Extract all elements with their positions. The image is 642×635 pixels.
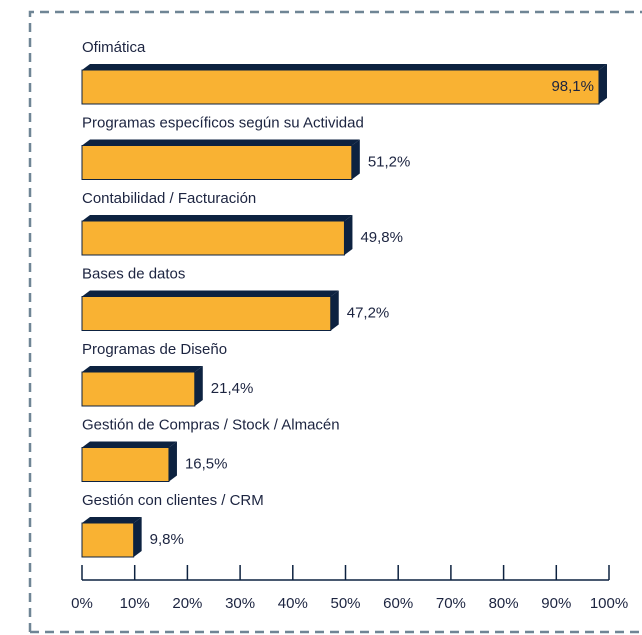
bar (81, 447, 170, 482)
x-tick-label: 100% (590, 595, 628, 612)
category-label: Programas específicos según su Actividad (82, 114, 364, 131)
bar-top (82, 517, 142, 523)
bar-top (82, 215, 353, 221)
bar-top (82, 290, 339, 297)
bar (81, 371, 196, 407)
category-label: Programas de Diseño (82, 341, 227, 358)
category-label: Ofimática (82, 39, 146, 56)
bar (81, 145, 353, 180)
value-label: 51,2% (368, 153, 411, 170)
x-tick-label: 90% (541, 595, 571, 612)
category-label: Bases de datos (82, 265, 185, 282)
bar-side (194, 366, 203, 406)
x-tick-label: 0% (71, 595, 93, 612)
category-label: Gestión de Compras / Stock / Almacén (82, 416, 340, 433)
bar-side (344, 215, 353, 255)
value-label: 16,5% (185, 455, 228, 472)
bar (81, 220, 345, 256)
frame (28, 10, 642, 632)
bar-top (82, 64, 607, 70)
value-label: 9,8% (150, 531, 184, 548)
x-tick-label: 60% (383, 595, 413, 612)
bar (81, 296, 332, 331)
bar (81, 69, 600, 105)
value-label: 21,4% (211, 380, 254, 397)
bar-top (82, 139, 360, 146)
x-tick-label: 20% (172, 595, 202, 612)
bar-top (82, 366, 203, 372)
category-label: Gestión con clientes / CRM (82, 492, 264, 509)
value-label: 98,1% (551, 78, 594, 95)
x-tick-label: 40% (278, 595, 308, 612)
x-tick-label: 70% (436, 595, 466, 612)
bar-side (133, 517, 142, 557)
bar-side (168, 441, 177, 482)
bar-side (330, 290, 339, 331)
bar (81, 522, 135, 558)
x-tick-label: 10% (120, 595, 150, 612)
bar-top (82, 441, 177, 448)
bar-side (598, 64, 607, 104)
category-label: Contabilidad / Facturación (82, 190, 256, 207)
x-tick-label: 30% (225, 595, 255, 612)
value-label: 49,8% (360, 229, 403, 246)
x-tick-label: 50% (330, 595, 360, 612)
bar-side (351, 139, 360, 180)
value-label: 47,2% (347, 304, 390, 321)
x-tick-label: 80% (489, 595, 519, 612)
